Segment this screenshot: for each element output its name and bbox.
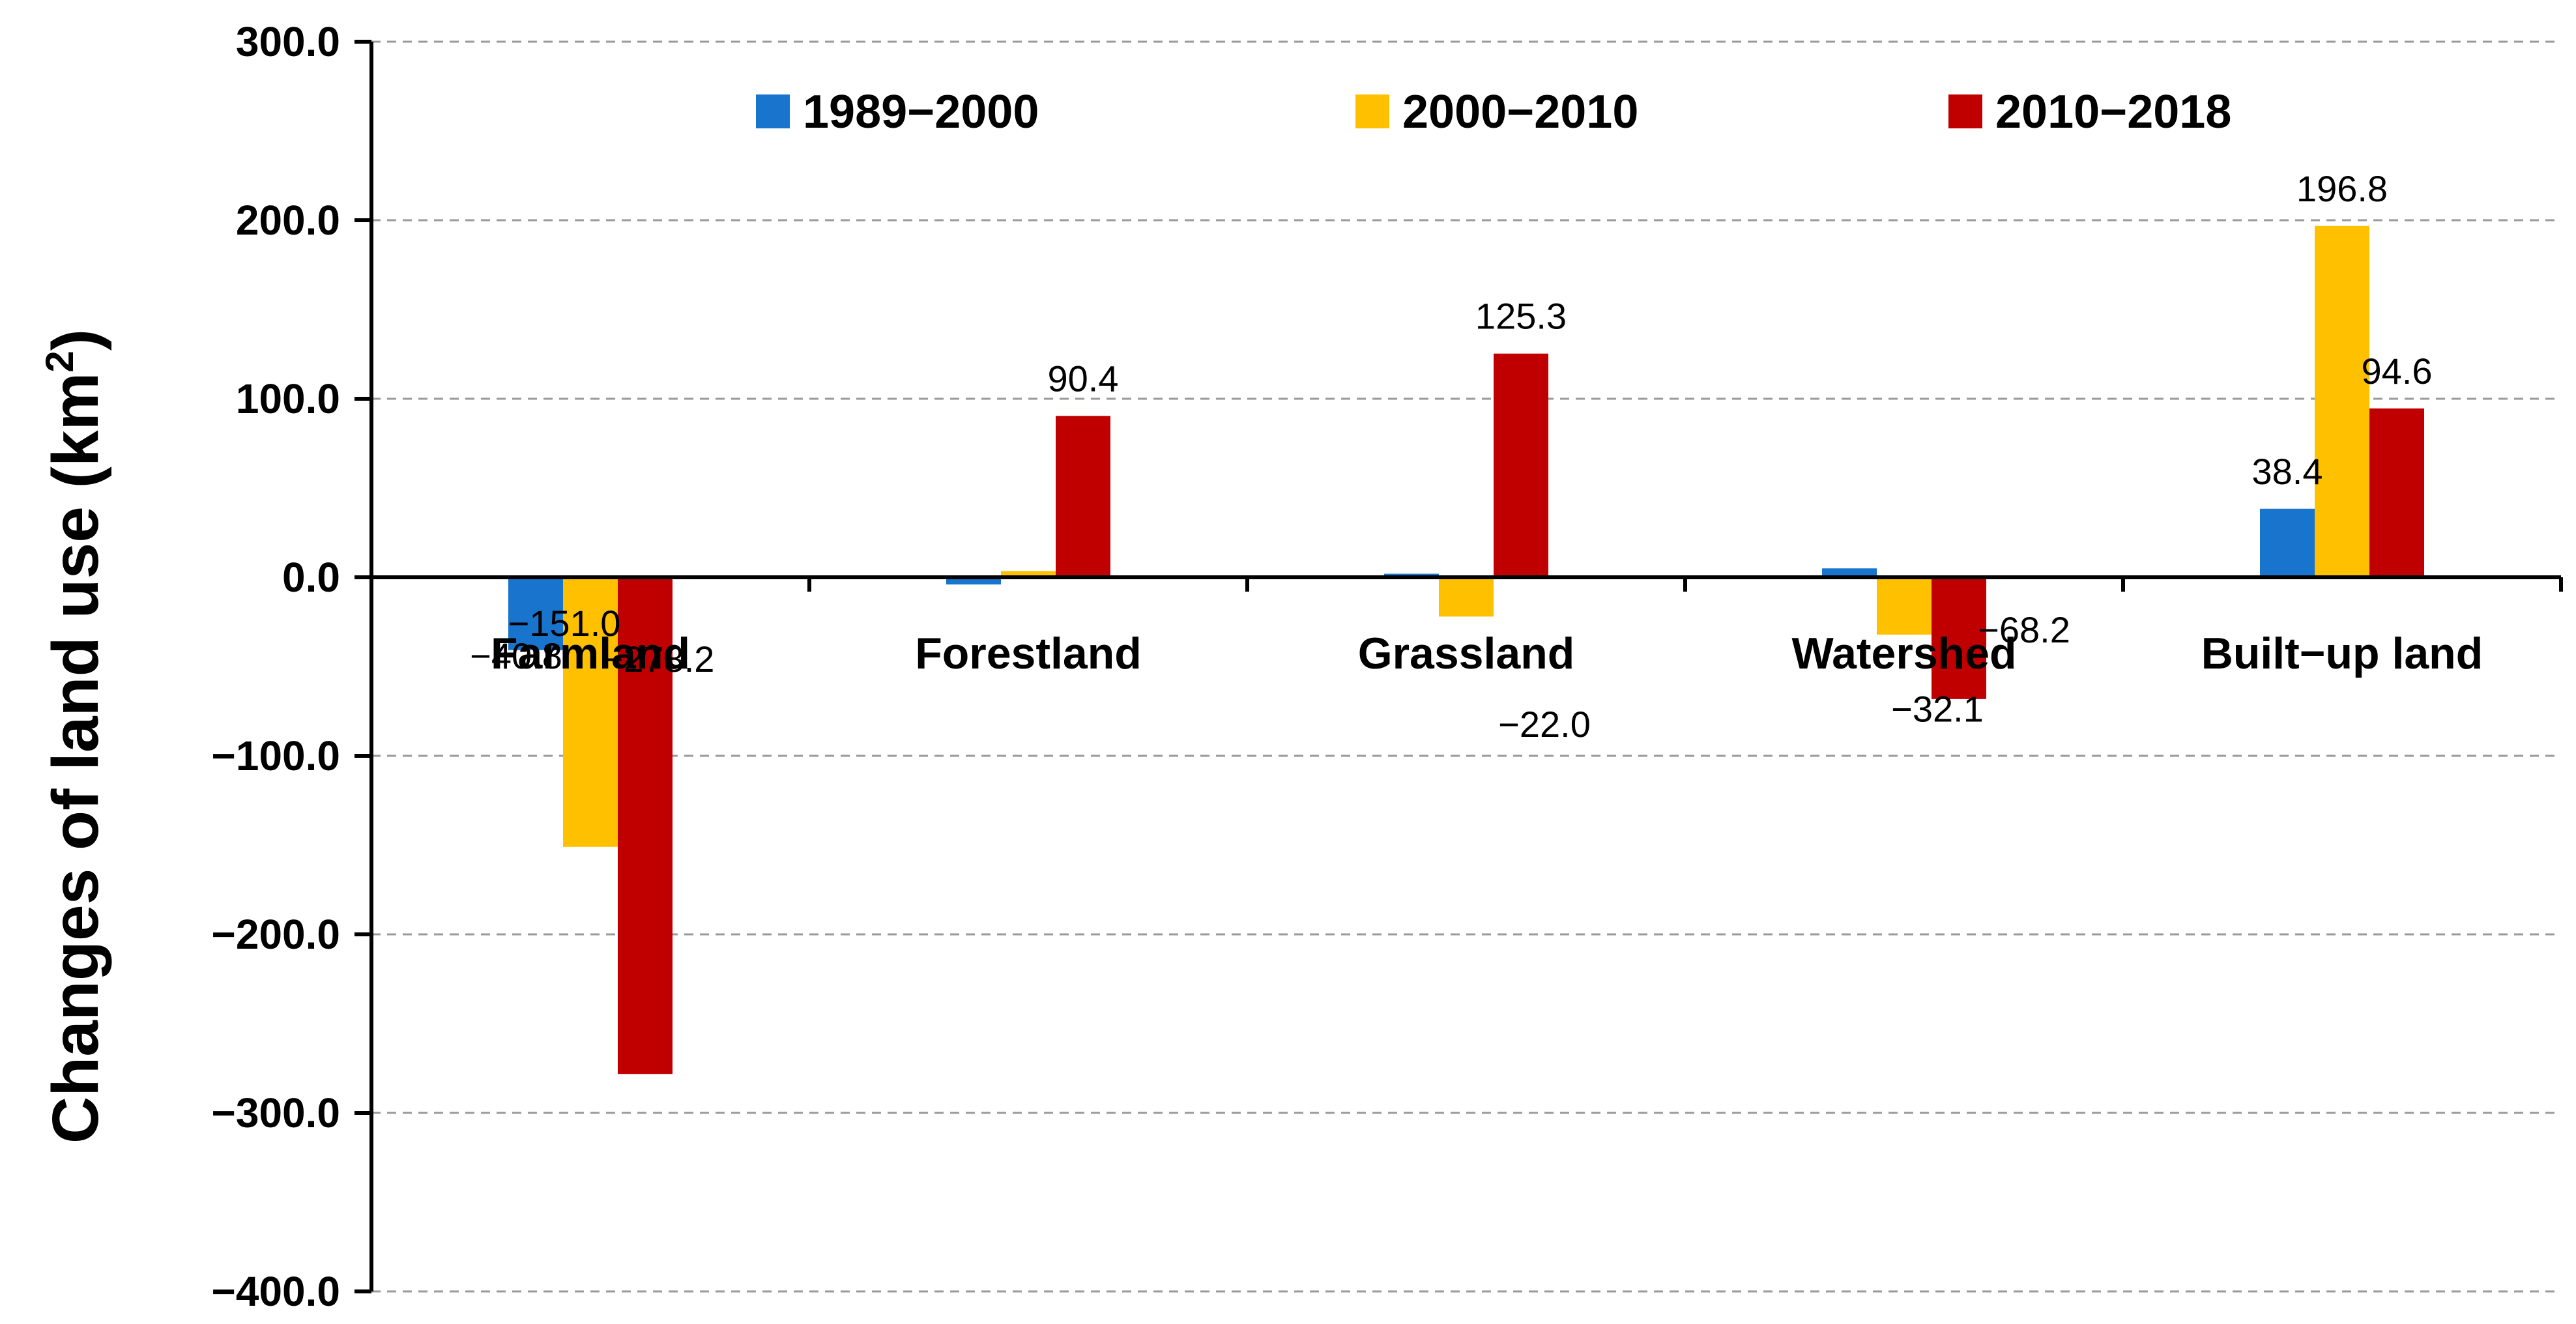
axes: [355, 40, 2563, 1293]
bar: [508, 577, 563, 650]
data-label: −32.1: [1891, 688, 1984, 729]
y-tick-label: −400.0: [211, 1268, 340, 1315]
bar: [1001, 571, 1056, 577]
x-category-label: Grassland: [1358, 629, 1575, 678]
data-label: 38.4: [2252, 451, 2323, 492]
bar: [1932, 577, 1986, 699]
y-axis-title: Changes of land use (km2): [38, 329, 112, 1144]
legend-label: 1989−2000: [803, 86, 1039, 138]
x-category-label: Farmland: [491, 629, 690, 678]
bars: [508, 225, 2424, 1074]
bar: [1822, 568, 1877, 577]
bar: [1877, 577, 1932, 635]
labels: 300.0 200.0 100.0 0.0 −100.0 −200.0 −300.0 −400…: [211, 18, 2483, 1315]
legend-label: 2010−2018: [1995, 86, 2231, 138]
y-tick-label: 0.0: [282, 554, 340, 601]
data-label: −151.0: [508, 603, 621, 644]
y-tick-label: 100.0: [236, 375, 340, 422]
legend-swatch: [756, 94, 790, 128]
x-category-label: Forestland: [915, 629, 1142, 678]
y-tick-label: −200.0: [211, 911, 340, 958]
x-category-label: Watershed: [1791, 629, 2016, 678]
data-label: −22.0: [1498, 704, 1591, 745]
bar: [1494, 353, 1548, 577]
bar: [1439, 577, 1494, 617]
legend: 1989−2000 2000−2010 2010−2018: [756, 86, 2231, 138]
bar: [946, 577, 1001, 584]
bar: [1056, 416, 1110, 577]
data-label: 125.3: [1475, 296, 1567, 337]
bar: [618, 577, 673, 1074]
data-label: −68.2: [1978, 609, 2070, 650]
legend-swatch: [1948, 94, 1982, 128]
gridlines: [371, 40, 2561, 1293]
legend-swatch: [1355, 94, 1389, 128]
bar: [2315, 225, 2369, 577]
y-tick-label: −300.0: [211, 1089, 340, 1136]
bar: [563, 577, 618, 847]
y-tick-label: 300.0: [236, 18, 340, 65]
data-label: −278.2: [602, 639, 715, 680]
data-label: −40.8: [470, 635, 562, 676]
data-label: 94.6: [2362, 351, 2433, 392]
data-label: 90.4: [1048, 358, 1119, 399]
y-tick-label: 200.0: [236, 197, 340, 244]
legend-label: 2000−2010: [1402, 86, 1638, 138]
bar: [2369, 408, 2424, 577]
y-tick-label: −100.0: [211, 732, 340, 779]
bar: [2260, 508, 2315, 577]
x-category-label: Built−up land: [2201, 629, 2483, 678]
data-label: 196.8: [2296, 168, 2388, 209]
